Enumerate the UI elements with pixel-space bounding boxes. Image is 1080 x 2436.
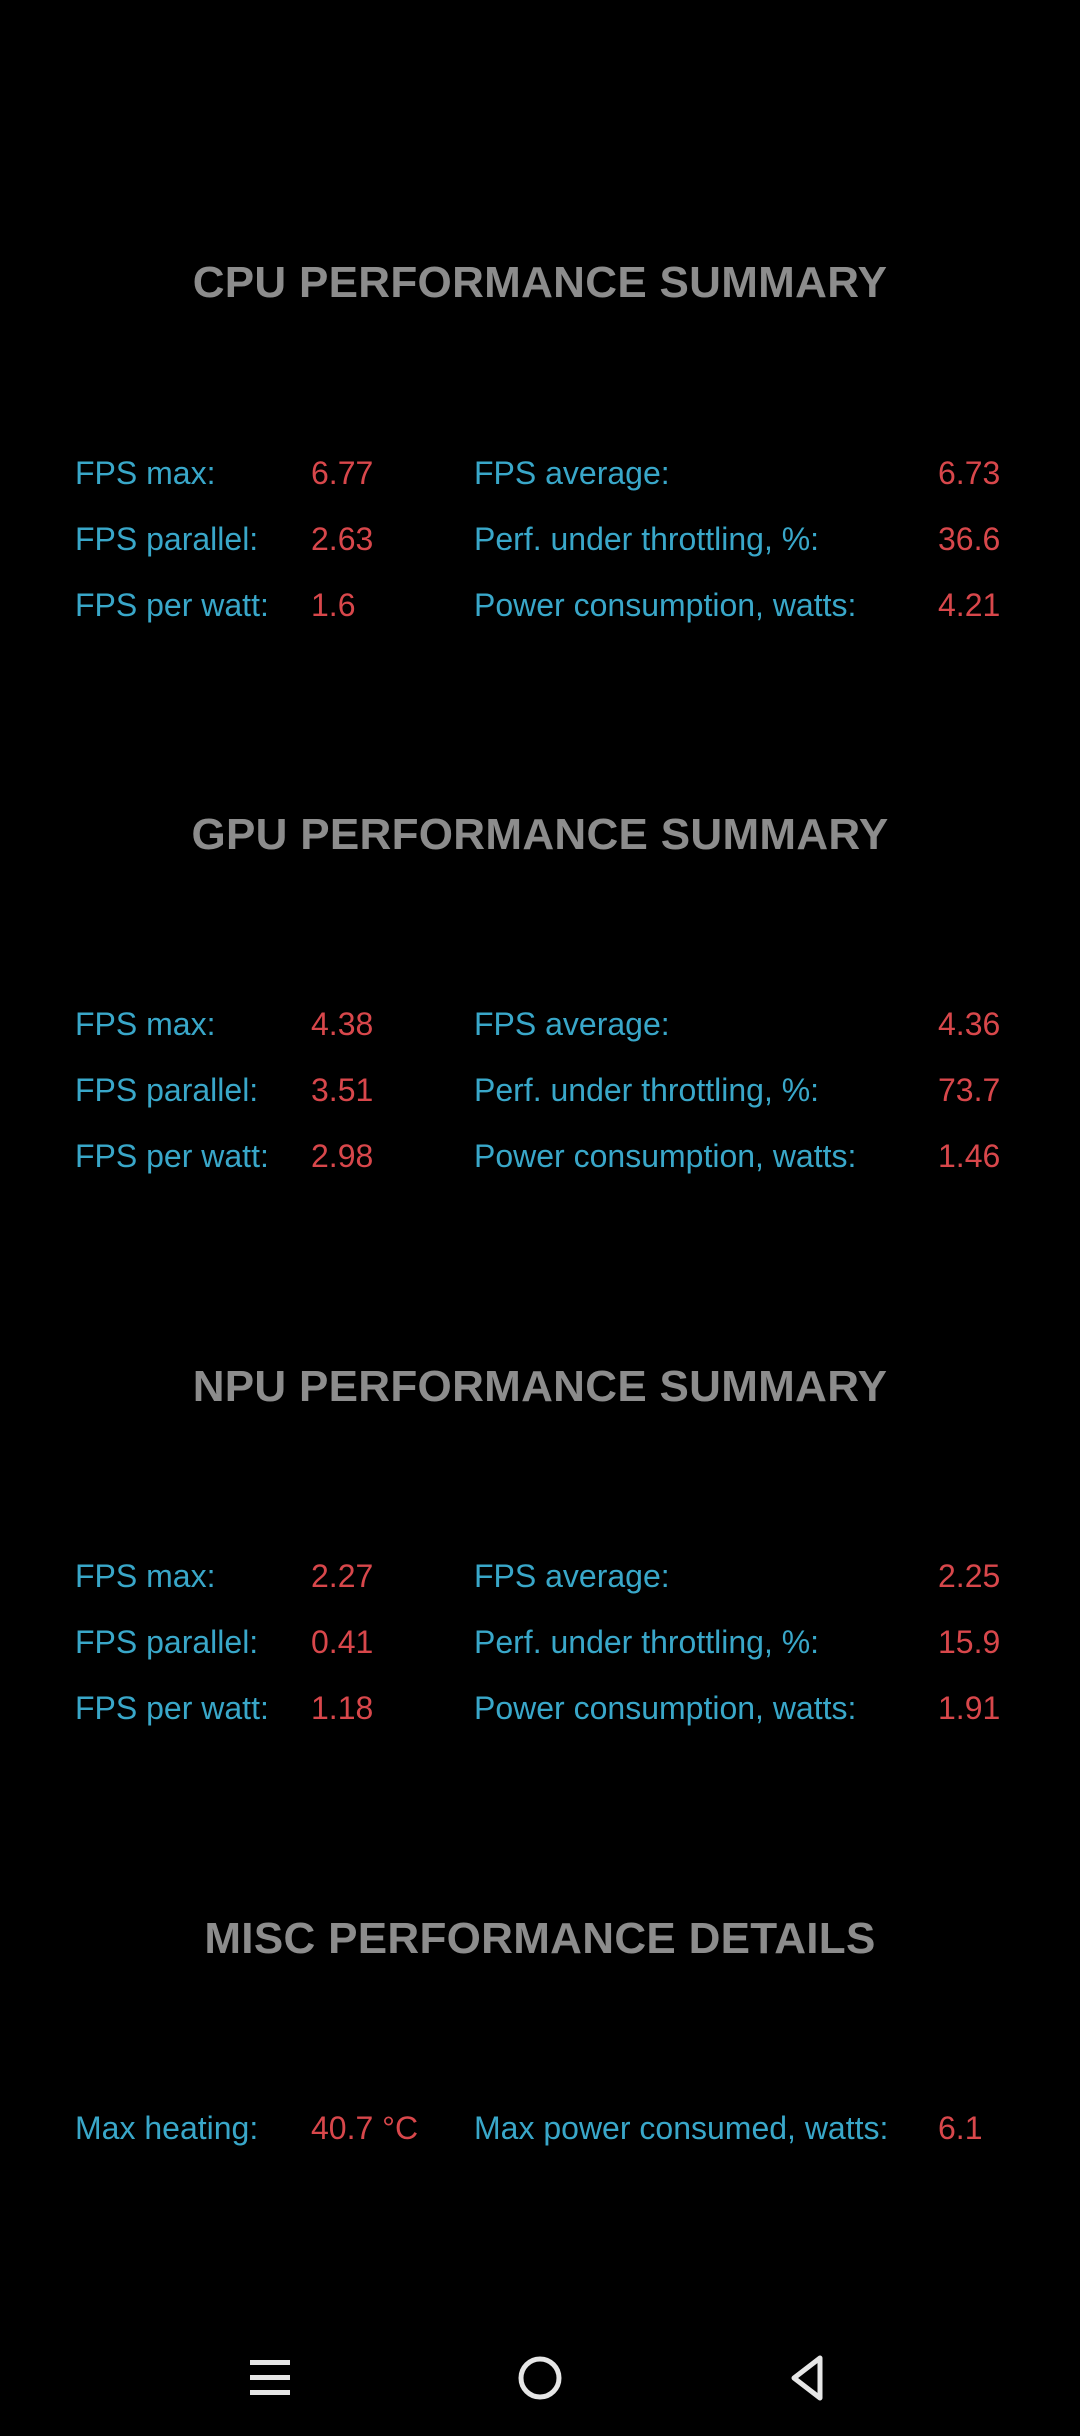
- fps-average-label: FPS average:: [474, 455, 670, 491]
- power-consumption-label: Power consumption, watts:: [474, 1138, 857, 1174]
- fps-parallel-value: 3.51: [311, 1072, 374, 1108]
- misc-section-title: MISC PERFORMANCE DETAILS: [204, 1914, 876, 1963]
- stat-row: FPS max: 6.77 FPS average: 6.73: [0, 448, 1080, 498]
- power-consumption-value: 1.46: [938, 1138, 1001, 1174]
- max-power-consumed-label: Max power consumed, watts:: [474, 2110, 889, 2146]
- fps-per-watt-value: 1.6: [311, 587, 356, 623]
- fps-average-value: 4.36: [938, 1006, 1001, 1042]
- power-consumption-value: 4.21: [938, 587, 1001, 623]
- stat-row: FPS per watt: 2.98 Power consumption, wa…: [0, 1131, 1080, 1181]
- stat-row: FPS per watt: 1.6 Power consumption, wat…: [0, 580, 1080, 630]
- perf-throttling-value: 36.6: [938, 521, 1001, 557]
- home-circle-icon[interactable]: [500, 2338, 580, 2418]
- fps-average-label: FPS average:: [474, 1006, 670, 1042]
- stat-row: FPS parallel: 2.63 Perf. under throttlin…: [0, 514, 1080, 564]
- perf-throttling-label: Perf. under throttling, %:: [474, 1624, 820, 1660]
- max-heating-value: 40.7 °C: [311, 2110, 419, 2146]
- stat-row: FPS parallel: 3.51 Perf. under throttlin…: [0, 1065, 1080, 1115]
- fps-per-watt-label: FPS per watt:: [75, 1138, 269, 1174]
- perf-throttling-label: Perf. under throttling, %:: [474, 1072, 820, 1108]
- stat-row: FPS per watt: 1.18 Power consumption, wa…: [0, 1683, 1080, 1733]
- stat-row: Max heating: 40.7 °C Max power consumed,…: [0, 2103, 1080, 2153]
- max-heating-label: Max heating:: [75, 2110, 259, 2146]
- perf-throttling-value: 15.9: [938, 1624, 1001, 1660]
- fps-max-value: 2.27: [311, 1558, 374, 1594]
- stat-row: FPS max: 2.27 FPS average: 2.25: [0, 1551, 1080, 1601]
- stat-row: FPS max: 4.38 FPS average: 4.36: [0, 999, 1080, 1049]
- fps-parallel-label: FPS parallel:: [75, 1072, 259, 1108]
- fps-max-label: FPS max:: [75, 1558, 216, 1594]
- fps-max-label: FPS max:: [75, 455, 216, 491]
- fps-average-value: 6.73: [938, 455, 1001, 491]
- npu-section-title: NPU PERFORMANCE SUMMARY: [192, 1362, 888, 1411]
- gpu-section-title: GPU PERFORMANCE SUMMARY: [191, 810, 889, 859]
- fps-parallel-value: 2.63: [311, 521, 374, 557]
- max-power-consumed-value: 6.1: [938, 2110, 983, 2146]
- fps-parallel-value: 0.41: [311, 1624, 374, 1660]
- fps-max-value: 4.38: [311, 1006, 374, 1042]
- fps-average-value: 2.25: [938, 1558, 1001, 1594]
- perf-throttling-value: 73.7: [938, 1072, 1001, 1108]
- fps-per-watt-value: 1.18: [311, 1690, 374, 1726]
- fps-per-watt-value: 2.98: [311, 1138, 374, 1174]
- cpu-section-title: CPU PERFORMANCE SUMMARY: [192, 258, 888, 307]
- back-triangle-icon[interactable]: [768, 2338, 848, 2418]
- fps-per-watt-label: FPS per watt:: [75, 1690, 269, 1726]
- stat-row: FPS parallel: 0.41 Perf. under throttlin…: [0, 1617, 1080, 1667]
- fps-max-value: 6.77: [311, 455, 374, 491]
- fps-per-watt-label: FPS per watt:: [75, 587, 269, 623]
- fps-average-label: FPS average:: [474, 1558, 670, 1594]
- fps-parallel-label: FPS parallel:: [75, 1624, 259, 1660]
- system-navigation-bar: [0, 2320, 1080, 2436]
- fps-max-label: FPS max:: [75, 1006, 216, 1042]
- perf-throttling-label: Perf. under throttling, %:: [474, 521, 820, 557]
- power-consumption-label: Power consumption, watts:: [474, 1690, 857, 1726]
- power-consumption-value: 1.91: [938, 1690, 1001, 1726]
- fps-parallel-label: FPS parallel:: [75, 521, 259, 557]
- power-consumption-label: Power consumption, watts:: [474, 587, 857, 623]
- menu-icon[interactable]: [230, 2338, 310, 2418]
